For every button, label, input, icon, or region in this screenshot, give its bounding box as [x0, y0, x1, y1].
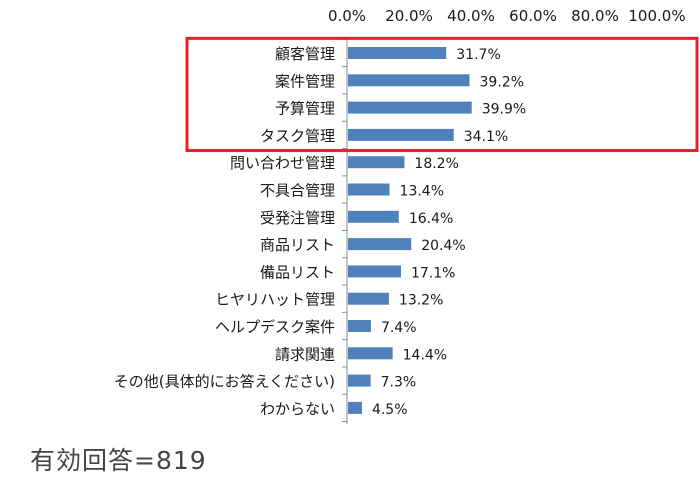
bar [348, 347, 393, 360]
category-label: わからない [260, 400, 335, 418]
bar [348, 183, 390, 196]
x-tick-label: 80.0% [571, 7, 619, 25]
category-label: 予算管理 [275, 100, 335, 118]
category-label: 問い合わせ管理 [230, 154, 335, 172]
data-label: 14.4% [403, 347, 447, 363]
bar [348, 374, 371, 387]
data-label: 7.3% [381, 375, 417, 391]
category-label: 案件管理 [275, 72, 335, 90]
data-label: 16.4% [409, 211, 453, 227]
bar [348, 101, 472, 114]
category-label: ヘルプデスク案件 [215, 318, 335, 336]
category-label: ヒヤリハット管理 [215, 291, 335, 309]
data-label: 31.7% [456, 47, 500, 63]
bar [348, 47, 447, 59]
bar [348, 320, 371, 332]
x-tick-label: 20.0% [385, 7, 433, 25]
bar [348, 401, 362, 414]
data-label: 34.1% [464, 129, 508, 145]
data-label: 39.9% [482, 102, 526, 118]
bar [348, 210, 399, 223]
bar [348, 74, 470, 87]
respondent-count-note: 有効回答=819 [30, 446, 207, 475]
data-label: 20.4% [421, 238, 465, 254]
bar [348, 238, 412, 251]
category-label: 備品リスト [260, 263, 335, 281]
bar [348, 292, 389, 305]
x-tick-label: 60.0% [509, 7, 557, 25]
x-tick-label: 100.0% [628, 7, 685, 25]
category-label: 請求関連 [275, 345, 335, 363]
category-label: タスク管理 [260, 127, 335, 145]
x-tick-label: 0.0% [328, 7, 366, 25]
data-label: 7.4% [381, 320, 417, 336]
bar [348, 156, 405, 169]
highlight-box [185, 36, 699, 153]
data-label: 13.4% [400, 184, 444, 200]
data-label: 4.5% [372, 402, 408, 418]
category-label: 顧客管理 [275, 45, 335, 63]
category-label: 受発注管理 [260, 209, 335, 227]
bar [348, 265, 402, 278]
bar [348, 128, 454, 141]
x-tick-label: 40.0% [447, 7, 495, 25]
data-label: 17.1% [411, 265, 455, 281]
category-label: 商品リスト [260, 236, 335, 254]
data-label: 39.2% [480, 74, 524, 90]
category-label: 不具合管理 [260, 182, 335, 200]
category-label: その他(具体的にお答えください) [114, 373, 335, 391]
data-label: 13.2% [399, 293, 443, 309]
data-label: 18.2% [414, 156, 458, 172]
